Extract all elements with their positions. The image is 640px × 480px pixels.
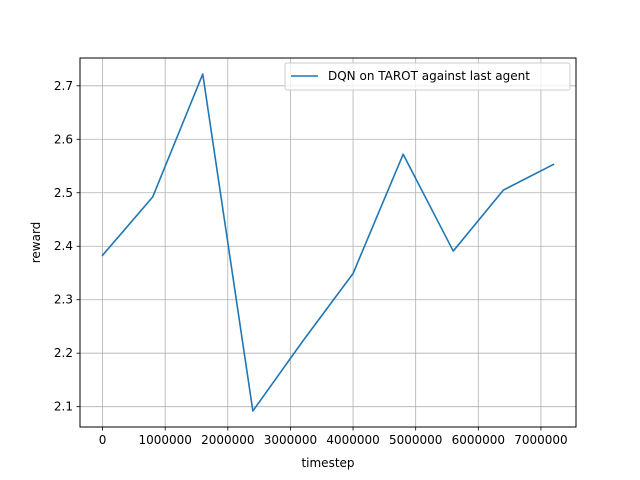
y-axis-label: reward bbox=[29, 222, 43, 264]
y-tick-label: 2.4 bbox=[54, 239, 73, 253]
x-tick-label: 6000000 bbox=[452, 433, 505, 447]
x-tick-label: 4000000 bbox=[326, 433, 379, 447]
x-tick-label: 7000000 bbox=[514, 433, 567, 447]
series-layer bbox=[101, 73, 555, 412]
y-tick-label: 2.3 bbox=[54, 293, 73, 307]
x-axis-ticks: 0 1000000 2000000 3000000 4000000 5000000 6000… bbox=[99, 427, 568, 447]
x-tick-label: 0 bbox=[99, 433, 107, 447]
plot-frame bbox=[79, 57, 577, 428]
legend: DQN on TAROT against last agent bbox=[284, 62, 571, 91]
x-tick-label: 1000000 bbox=[138, 433, 191, 447]
x-axis-label: timestep bbox=[301, 456, 354, 470]
x-tick-label: 3000000 bbox=[264, 433, 317, 447]
legend-box bbox=[284, 62, 571, 91]
x-tick-label: 5000000 bbox=[389, 433, 442, 447]
y-axis-ticks: 2.1 2.2 2.3 2.4 2.5 2.6 2.7 bbox=[54, 79, 80, 414]
legend-entry: DQN on TAROT against last agent bbox=[328, 69, 530, 83]
y-tick-label: 2.5 bbox=[54, 186, 73, 200]
x-tick-label: 2000000 bbox=[201, 433, 254, 447]
y-tick-label: 2.7 bbox=[54, 79, 73, 93]
series-line bbox=[101, 73, 555, 412]
y-tick-label: 2.1 bbox=[54, 400, 73, 414]
y-tick-label: 2.6 bbox=[54, 132, 73, 146]
y-tick-label: 2.2 bbox=[54, 346, 73, 360]
